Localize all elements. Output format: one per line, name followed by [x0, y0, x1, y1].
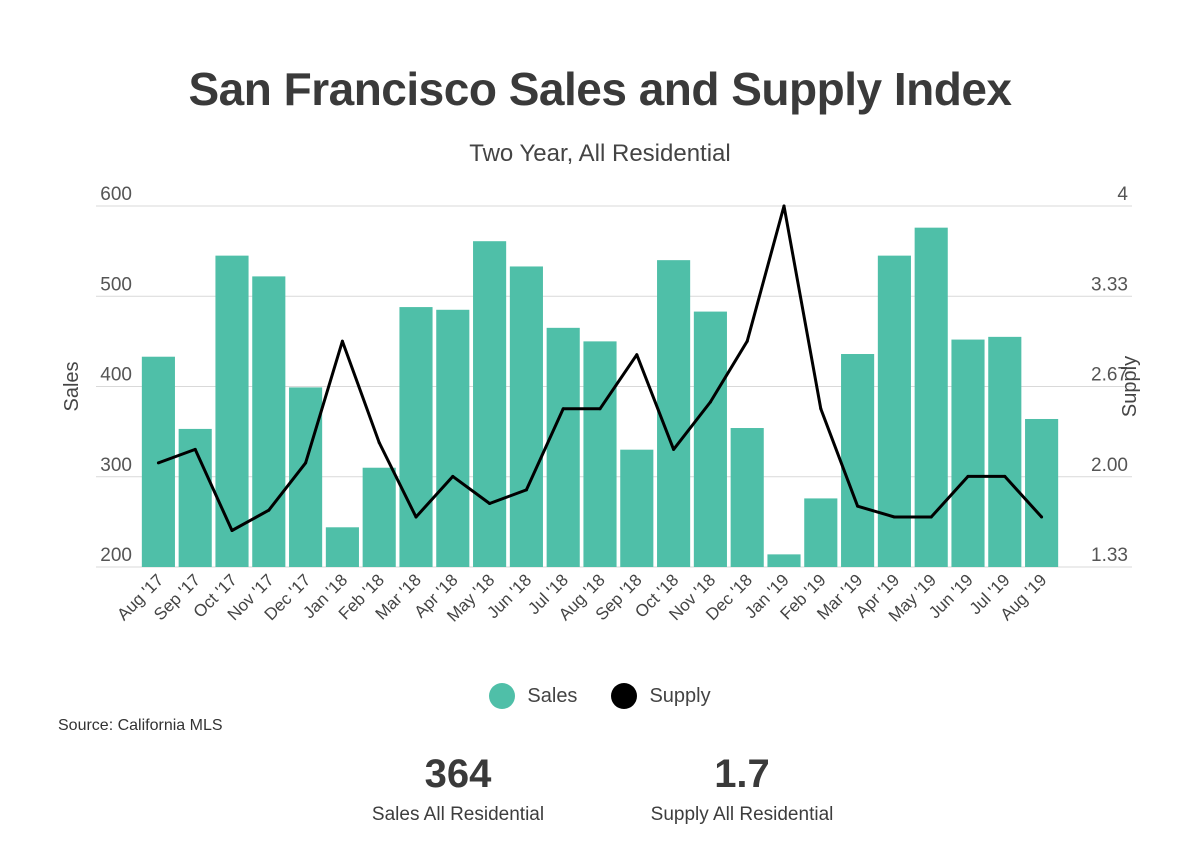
- sales-bar: [657, 260, 691, 567]
- sales-bar: [546, 327, 580, 567]
- supply-point: [230, 528, 234, 532]
- sales-bar: [988, 336, 1022, 567]
- y2-axis-title: Supply: [1119, 356, 1141, 417]
- sales-bar: [951, 339, 985, 567]
- y-tick-label: 300: [100, 455, 132, 476]
- supply-point: [561, 407, 565, 411]
- stat-supply: 1.7 Supply All Residential: [622, 752, 862, 826]
- chart-subtitle: Two Year, All Residential: [469, 140, 731, 167]
- supply-point: [635, 353, 639, 357]
- stat-sales-label: Sales All Residential: [371, 804, 545, 825]
- y-axis-title: Sales: [61, 361, 83, 411]
- sales-bar: [620, 449, 654, 567]
- supply-line: [156, 204, 1044, 532]
- supply-point: [304, 461, 308, 465]
- supply-point: [892, 515, 896, 519]
- y2-tick-label: 4: [1117, 184, 1128, 205]
- legend-label-sales: Sales: [527, 684, 578, 707]
- sales-bar: [914, 227, 948, 567]
- y2-tick-label: 2.67: [1091, 365, 1128, 386]
- supply-point: [414, 515, 418, 519]
- supply-point: [451, 474, 455, 478]
- sales-bar: [1025, 418, 1059, 567]
- supply-point: [524, 488, 528, 492]
- sales-bar: [583, 341, 617, 567]
- sales-bar: [436, 309, 470, 567]
- y-tick-label: 400: [100, 365, 132, 386]
- legend-item-sales[interactable]: Sales: [489, 683, 577, 709]
- supply-point: [856, 504, 860, 508]
- supply-point: [1003, 474, 1007, 478]
- stat-sales: 364 Sales All Residential: [338, 752, 578, 826]
- supply-point: [745, 339, 749, 343]
- sales-bar: [215, 255, 249, 567]
- stat-sales-value: 364: [424, 752, 492, 796]
- chart-title: San Francisco Sales and Supply Index: [188, 63, 1012, 115]
- stat-supply-value: 1.7: [714, 752, 770, 796]
- supply-point: [966, 474, 970, 478]
- y2-tick-label: 2.00: [1091, 455, 1128, 476]
- sales-bar: [362, 467, 396, 567]
- stat-supply-label: Supply All Residential: [650, 804, 834, 825]
- sales-supply-chart: 200 300 400 500 600 1.33 2.00 2.67 3.33 4 Sales Sup…: [61, 184, 1141, 626]
- supply-point: [782, 204, 786, 208]
- supply-point: [488, 501, 492, 505]
- sales-bar: [473, 241, 507, 567]
- supply-point: [156, 461, 160, 465]
- legend-item-supply[interactable]: Supply: [611, 683, 711, 709]
- sales-bar: [804, 498, 838, 567]
- legend-label-supply: Supply: [649, 684, 711, 707]
- supply-point: [672, 447, 676, 451]
- sales-bar: [325, 527, 359, 567]
- sales-swatch-icon: [489, 683, 516, 709]
- supply-point: [598, 407, 602, 411]
- supply-point: [929, 515, 933, 519]
- supply-swatch-icon: [611, 683, 638, 709]
- sales-bar: [877, 255, 911, 567]
- supply-point: [267, 508, 271, 512]
- sales-bar: [252, 276, 286, 567]
- supply-point: [193, 447, 197, 451]
- y2-tick-label: 1.33: [1091, 545, 1128, 566]
- legend: Sales Supply: [0, 683, 1200, 709]
- supply-point: [708, 400, 712, 404]
- sales-bar: [841, 354, 875, 567]
- y-tick-label: 500: [100, 274, 132, 295]
- supply-point: [1040, 515, 1044, 519]
- sales-bar: [730, 428, 764, 567]
- sales-bar: [767, 554, 801, 567]
- supply-point: [377, 441, 381, 445]
- sales-bar: [509, 266, 543, 567]
- y-tick-label: 600: [100, 184, 132, 205]
- supply-point: [340, 339, 344, 343]
- y-tick-label: 200: [100, 545, 132, 566]
- y2-tick-label: 3.33: [1091, 274, 1128, 295]
- sales-bar: [399, 307, 433, 567]
- sales-bar: [693, 311, 727, 567]
- supply-point: [819, 407, 823, 411]
- source-note: Source: California MLS: [58, 717, 223, 734]
